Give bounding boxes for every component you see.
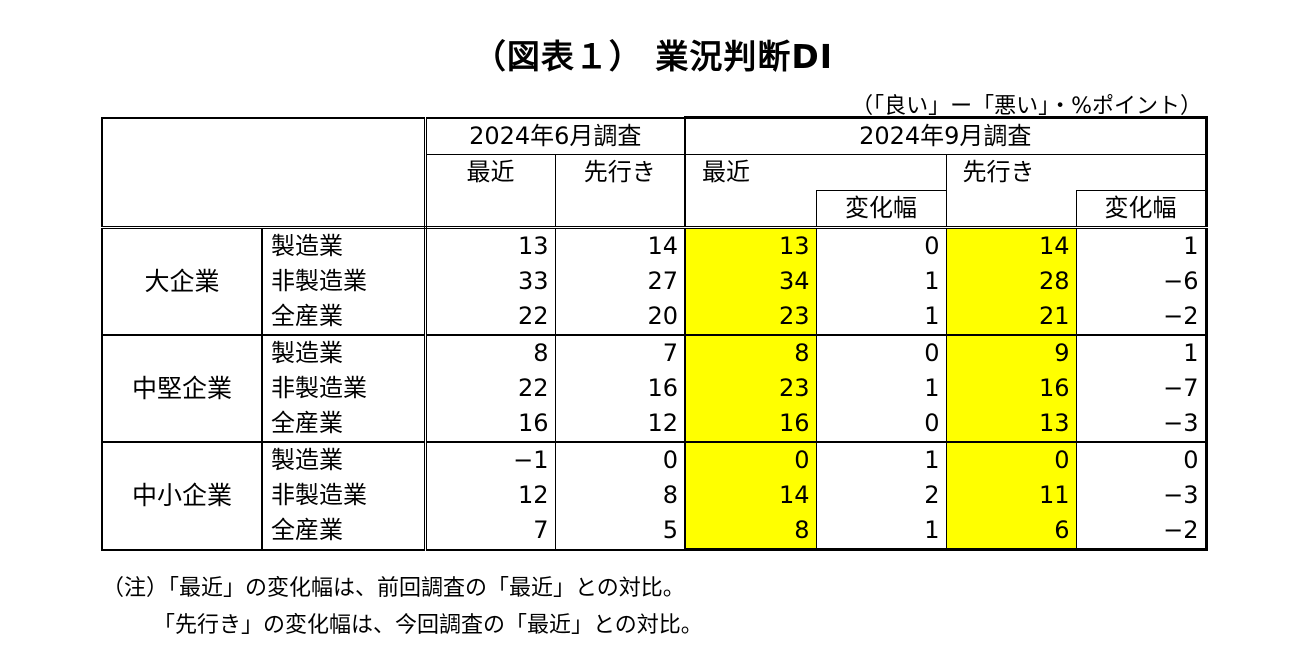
table-row: 全産業 16 12 16 0 13 −3 <box>102 406 1208 443</box>
industry-label: 全産業 <box>262 299 427 336</box>
june-outlook-value: 12 <box>555 406 686 443</box>
sept-outlook-header: 先行き <box>946 154 1208 191</box>
header-row-change: 変化幅 変化幅 <box>102 190 1208 229</box>
sept-recent-value: 23 <box>685 371 816 406</box>
sept-outlook-blank <box>946 190 1076 229</box>
sept-recent-value: 0 <box>685 442 816 478</box>
page-title: （図表１） 業況判断DI <box>472 37 834 76</box>
table-row: 非製造業 12 8 14 2 11 −3 <box>102 478 1208 513</box>
june-recent-header: 最近 <box>425 154 556 191</box>
sept-recent-value: 8 <box>685 335 816 371</box>
june-outlook-value: 14 <box>555 227 686 264</box>
june-recent-value: 13 <box>425 227 556 264</box>
table-row: 大企業 製造業 13 14 13 0 14 1 <box>101 227 1208 336</box>
industry-label: 全産業 <box>262 513 427 551</box>
sept-recent-change-value: 0 <box>815 335 947 371</box>
sept-outlook-change-value: −3 <box>1075 478 1208 513</box>
industry-label: 製造業 <box>262 227 427 264</box>
june-outlook-value: 20 <box>555 299 686 336</box>
table-row: 全産業 22 20 23 1 21 −2 <box>102 299 1208 336</box>
june-outlook-header: 先行き <box>555 154 686 191</box>
sept-recent-blank <box>685 190 816 229</box>
june-outlook-value: 5 <box>555 513 686 551</box>
june-outlook-value: 27 <box>555 264 686 299</box>
sept-outlook-change-value: −2 <box>1075 299 1208 336</box>
unit-note: （「良い」ー「悪い」・%ポイント） <box>851 94 1202 119</box>
sept-outlook-change-value: 0 <box>1075 442 1208 478</box>
june-outlook-blank <box>555 190 686 229</box>
table-row: 非製造業 33 27 34 1 28 −6 <box>102 264 1208 299</box>
june-recent-value: 16 <box>425 406 556 443</box>
sept-outlook-change-header: 変化幅 <box>1075 190 1208 229</box>
sept-outlook-change-value: −6 <box>1075 264 1208 299</box>
industry-label: 非製造業 <box>262 264 427 299</box>
sept-recent-change-value: 1 <box>815 513 947 551</box>
june-recent-value: 22 <box>425 371 556 406</box>
june-recent-value: 12 <box>425 478 556 513</box>
industry-label: 非製造業 <box>262 478 427 513</box>
sept-recent-change-value: 2 <box>815 478 947 513</box>
sept-outlook-value: 11 <box>946 478 1076 513</box>
table-row: 中堅企業 製造業 8 7 8 0 9 1 <box>101 335 1208 443</box>
june-recent-value: 8 <box>425 335 556 371</box>
sept-outlook-value: 13 <box>946 406 1076 443</box>
header-corner-cell <box>101 116 427 229</box>
sept-outlook-change-value: 1 <box>1075 227 1208 264</box>
sept-recent-value: 34 <box>685 264 816 299</box>
sept-recent-value: 8 <box>685 513 816 551</box>
june-recent-blank <box>425 190 556 229</box>
june-recent-value: −1 <box>425 442 556 478</box>
survey-june-header: 2024年6月調査 <box>425 116 686 155</box>
june-outlook-value: 8 <box>555 478 686 513</box>
sept-recent-header: 最近 <box>685 154 947 191</box>
sept-recent-value: 13 <box>685 227 816 264</box>
footnote-line-2: 「先行き」の変化幅は、今回調査の「最近」との対比。 <box>102 613 703 638</box>
company-size-label: 中堅企業 <box>101 335 263 443</box>
footnote-line-1: （注）「最近」の変化幅は、前回調査の「最近」との対比。 <box>102 576 685 601</box>
sept-outlook-value: 6 <box>946 513 1076 551</box>
sept-recent-change-value: 1 <box>815 264 947 299</box>
sept-recent-change-value: 1 <box>815 371 947 406</box>
survey-sept-header: 2024年9月調査 <box>685 116 1208 155</box>
company-size-label: 大企業 <box>101 227 263 336</box>
sept-outlook-value: 14 <box>946 227 1076 264</box>
company-size-label: 中小企業 <box>101 442 263 551</box>
sept-recent-value: 23 <box>685 299 816 336</box>
sept-outlook-value: 9 <box>946 335 1076 371</box>
sept-recent-change-value: 1 <box>815 442 947 478</box>
sept-outlook-change-value: −3 <box>1075 406 1208 443</box>
industry-label: 製造業 <box>262 442 427 478</box>
table-row: 非製造業 22 16 23 1 16 −7 <box>102 371 1208 406</box>
sept-recent-change-value: 1 <box>815 299 947 336</box>
june-recent-value: 7 <box>425 513 556 551</box>
industry-label: 製造業 <box>262 335 427 371</box>
sept-recent-value: 14 <box>685 478 816 513</box>
header-row-columns: 最近 先行き 最近 先行き <box>102 154 1208 191</box>
industry-label: 非製造業 <box>262 371 427 406</box>
sept-outlook-change-value: −7 <box>1075 371 1208 406</box>
business-conditions-table: 2024年6月調査 2024年9月調査 最近 先行き 最近 先行き 変化幅 変化… <box>101 116 1208 551</box>
sept-outlook-change-value: 1 <box>1075 335 1208 371</box>
sept-recent-change-header: 変化幅 <box>815 190 947 229</box>
sept-outlook-value: 28 <box>946 264 1076 299</box>
sept-recent-change-value: 0 <box>815 406 947 443</box>
june-recent-value: 33 <box>425 264 556 299</box>
sept-outlook-value: 0 <box>946 442 1076 478</box>
sept-outlook-value: 16 <box>946 371 1076 406</box>
june-outlook-value: 0 <box>555 442 686 478</box>
sept-recent-value: 16 <box>685 406 816 443</box>
june-outlook-value: 7 <box>555 335 686 371</box>
june-outlook-value: 16 <box>555 371 686 406</box>
table-row: 中小企業 製造業 −1 0 0 1 0 0 <box>101 442 1208 551</box>
sept-outlook-value: 21 <box>946 299 1076 336</box>
sept-recent-change-value: 0 <box>815 227 947 264</box>
table-row: 全産業 7 5 8 1 6 −2 <box>102 513 1208 551</box>
industry-label: 全産業 <box>262 406 427 443</box>
june-recent-value: 22 <box>425 299 556 336</box>
header-row-surveys: 2024年6月調査 2024年9月調査 <box>101 116 1208 229</box>
sept-outlook-change-value: −2 <box>1075 513 1208 551</box>
